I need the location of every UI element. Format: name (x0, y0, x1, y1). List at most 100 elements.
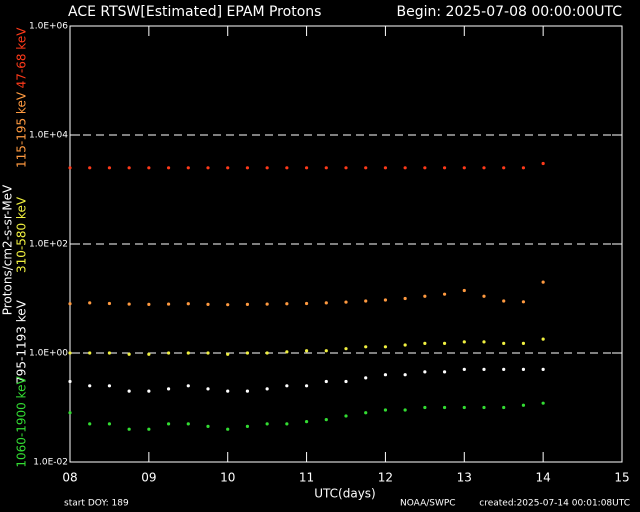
data-point (107, 301, 112, 306)
data-point (245, 424, 250, 428)
data-point (186, 351, 190, 355)
data-point (304, 349, 309, 353)
data-point (127, 166, 131, 170)
data-point (285, 166, 289, 170)
data-point (107, 384, 112, 388)
data-point (442, 370, 447, 374)
data-point (206, 387, 210, 391)
data-point (206, 166, 210, 170)
data-point (304, 301, 309, 306)
data-point (324, 379, 328, 384)
data-point (304, 420, 309, 424)
data-point (245, 302, 250, 306)
data-point (166, 387, 171, 391)
x-tick-label: 09 (141, 471, 156, 485)
data-point (127, 302, 131, 306)
data-point (206, 302, 210, 306)
data-point (442, 166, 447, 170)
data-point (226, 303, 230, 307)
data-point (186, 302, 190, 306)
chart-subtitle: Begin: 2025-07-08 00:00:00UTC (397, 4, 623, 20)
data-point (462, 288, 466, 293)
data-point (186, 166, 190, 170)
data-point (462, 367, 466, 372)
data-point (265, 302, 269, 306)
data-point (462, 166, 466, 170)
data-point (68, 166, 72, 170)
legend-entry: 47-68 keV (15, 27, 29, 89)
data-point (88, 384, 92, 388)
data-point (502, 367, 506, 372)
data-point (265, 387, 269, 391)
data-point (147, 166, 151, 170)
x-tick-label: 15 (614, 471, 629, 485)
data-point (521, 403, 526, 407)
data-point (344, 166, 348, 170)
data-point (423, 294, 427, 298)
data-point (324, 166, 328, 170)
data-point (502, 405, 506, 410)
data-point (265, 422, 269, 426)
data-point (482, 166, 486, 170)
data-point (482, 367, 486, 372)
data-point (206, 424, 210, 428)
data-point (502, 299, 506, 303)
y-tick-label: 1.0E+06 (29, 22, 68, 32)
data-point (88, 166, 92, 170)
data-point (226, 427, 230, 431)
data-point (521, 300, 526, 304)
legend-entry: 310-580 keV (15, 196, 29, 273)
data-point (442, 405, 447, 410)
data-point (383, 166, 388, 170)
data-point (403, 408, 407, 412)
data-point (442, 341, 447, 346)
data-point (285, 350, 289, 354)
data-point (127, 389, 131, 393)
data-point (521, 367, 526, 372)
data-point (285, 384, 289, 388)
data-point (88, 351, 92, 355)
data-point (88, 422, 92, 426)
data-point (127, 352, 131, 356)
data-point (383, 345, 388, 349)
legend-entry: 115-195 keV (15, 91, 29, 168)
data-point (521, 341, 526, 346)
y-tick-label: 1.0E+04 (29, 131, 68, 141)
x-tick-label: 10 (220, 471, 235, 485)
data-point (245, 351, 250, 355)
data-point (482, 340, 486, 344)
data-point (462, 405, 466, 410)
data-point (206, 351, 210, 355)
data-point (344, 414, 348, 418)
data-point (364, 166, 368, 170)
data-point (521, 166, 526, 170)
data-point (344, 379, 348, 384)
legend-entry: 795-1193 keV (15, 299, 29, 383)
data-point (324, 349, 328, 353)
y-tick-label: 1.0E+02 (29, 240, 68, 250)
data-point (482, 294, 486, 298)
data-point (68, 351, 72, 355)
data-point (541, 401, 545, 405)
x-tick-label: 13 (457, 471, 472, 485)
data-point (127, 427, 131, 431)
data-point (68, 379, 72, 384)
data-point (265, 351, 269, 355)
data-point (423, 370, 427, 374)
data-point (344, 300, 348, 304)
data-point (107, 351, 112, 355)
data-point (107, 166, 112, 170)
data-point (364, 411, 368, 415)
footer-left: start DOY: 189 (64, 499, 129, 509)
data-point (541, 367, 545, 372)
data-point (285, 302, 289, 306)
data-point (324, 301, 328, 305)
data-point (423, 405, 427, 410)
data-point (344, 347, 348, 351)
data-point (304, 384, 309, 388)
data-point (383, 298, 388, 302)
x-tick-label: 14 (536, 471, 551, 485)
footer-center: NOAA/SWPC (400, 499, 456, 509)
data-point (403, 296, 407, 301)
data-point (166, 302, 171, 306)
